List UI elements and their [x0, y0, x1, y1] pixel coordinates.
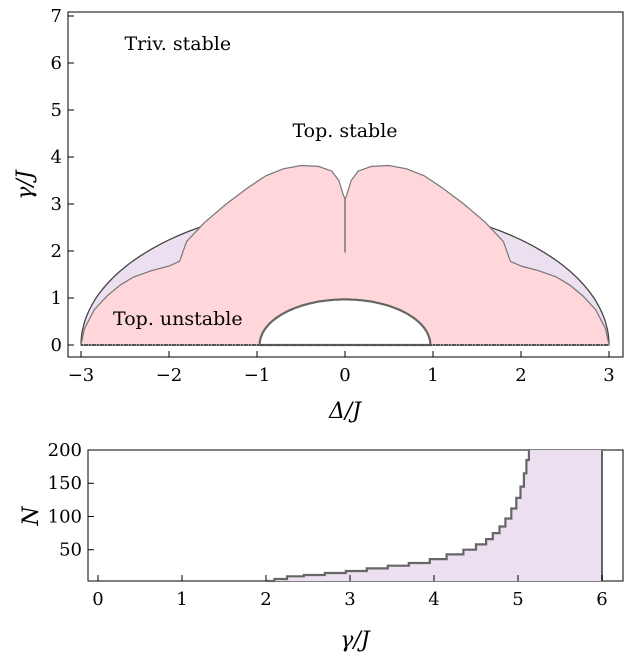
- bottom-x-ticks: 0 1 2 3 4 5 6: [92, 575, 608, 610]
- bottom-x-tick-label: 1: [176, 589, 187, 610]
- top-y-tick-label: 5: [51, 100, 62, 121]
- top-x-tick-label: 1: [427, 365, 438, 386]
- region-label-triv-stable: Triv. stable: [125, 33, 232, 55]
- top-x-tick-label: −3: [68, 365, 95, 386]
- top-y-tick-label: 7: [51, 6, 62, 27]
- bottom-y-ticks: 50 100 150 200: [48, 440, 94, 561]
- top-x-axis-label: Δ/J: [328, 399, 362, 424]
- stable-n-boundary: [266, 450, 530, 583]
- stable-n-area: [266, 450, 602, 581]
- top-x-tick-label: −1: [244, 365, 271, 386]
- top-unstable-region: [80, 164, 610, 346]
- bottom-y-tick-label: 200: [48, 440, 82, 461]
- top-x-tick-label: 3: [603, 365, 614, 386]
- top-y-ticks: 0 1 2 3 4 5 6 7: [51, 6, 74, 356]
- bottom-x-tick-label: 5: [512, 589, 523, 610]
- top-panel: Triv. stable Top. stable Top. unstable −…: [13, 6, 624, 424]
- bottom-x-tick-label: 3: [344, 589, 355, 610]
- top-x-tick-label: −2: [156, 365, 183, 386]
- bottom-y-tick-label: 150: [48, 473, 82, 494]
- bottom-x-tick-label: 0: [92, 589, 103, 610]
- top-x-tick-label: 0: [339, 365, 350, 386]
- top-x-tick-label: 2: [515, 365, 526, 386]
- top-y-tick-label: 6: [51, 53, 62, 74]
- bottom-x-tick-label: 2: [260, 589, 271, 610]
- inner-hole: [258, 298, 432, 347]
- top-x-ticks: −3 −2 −1 0 1 2 3: [68, 351, 615, 386]
- top-y-tick-label: 0: [51, 335, 62, 356]
- top-y-tick-label: 4: [51, 147, 62, 168]
- region-label-top-stable: Top. stable: [292, 120, 397, 142]
- region-label-top-unstable: Top. unstable: [113, 308, 243, 330]
- top-y-axis-label: γ/J: [13, 169, 38, 200]
- bottom-x-axis-label: γ/J: [340, 628, 371, 653]
- top-y-tick-label: 2: [51, 241, 62, 262]
- top-y-tick-label: 1: [51, 288, 62, 309]
- bottom-y-axis-label: N: [19, 506, 44, 527]
- top-y-tick-label: 3: [51, 194, 62, 215]
- bottom-y-tick-label: 50: [59, 540, 82, 561]
- bottom-x-tick-label: 4: [428, 589, 439, 610]
- bottom-panel: 0 1 2 3 4 5 6 50 100 150 200 γ/J N: [19, 440, 624, 653]
- bottom-x-tick-label: 6: [596, 589, 607, 610]
- bottom-y-tick-label: 100: [48, 506, 82, 527]
